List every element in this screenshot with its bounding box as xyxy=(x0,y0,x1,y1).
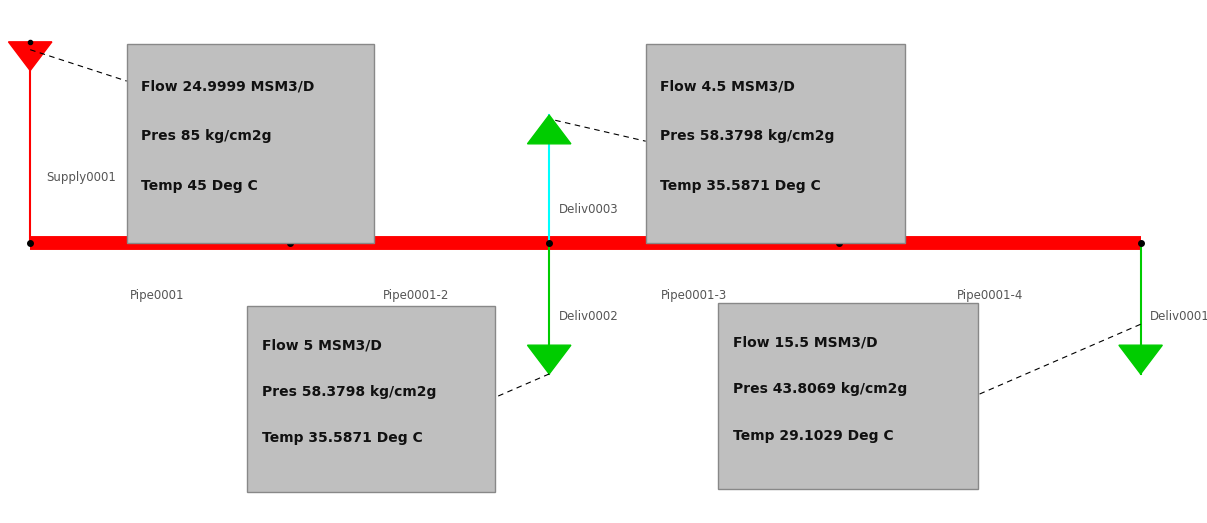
Polygon shape xyxy=(527,345,571,374)
Text: Flow 24.9999 MSM3/D: Flow 24.9999 MSM3/D xyxy=(141,79,315,94)
Text: Temp 29.1029 Deg C: Temp 29.1029 Deg C xyxy=(733,429,893,442)
FancyBboxPatch shape xyxy=(127,44,374,243)
Polygon shape xyxy=(527,115,571,144)
Text: Temp 45 Deg C: Temp 45 Deg C xyxy=(141,179,258,193)
Text: Flow 4.5 MSM3/D: Flow 4.5 MSM3/D xyxy=(660,79,795,94)
Text: Deliv0001: Deliv0001 xyxy=(1150,310,1207,323)
FancyBboxPatch shape xyxy=(718,303,978,489)
Polygon shape xyxy=(8,42,52,71)
Text: Pres 85 kg/cm2g: Pres 85 kg/cm2g xyxy=(141,129,272,143)
Text: Temp 35.5871 Deg C: Temp 35.5871 Deg C xyxy=(660,179,821,193)
Text: Flow 5 MSM3/D: Flow 5 MSM3/D xyxy=(262,338,381,353)
Text: Pipe0001-4: Pipe0001-4 xyxy=(957,289,1022,302)
Text: Pipe0001: Pipe0001 xyxy=(129,289,185,302)
Text: Temp 35.5871 Deg C: Temp 35.5871 Deg C xyxy=(262,431,422,445)
Text: Deliv0003: Deliv0003 xyxy=(559,203,618,215)
Text: Pipe0001-3: Pipe0001-3 xyxy=(661,289,727,302)
FancyBboxPatch shape xyxy=(247,306,495,492)
Text: Flow 15.5 MSM3/D: Flow 15.5 MSM3/D xyxy=(733,336,877,350)
Text: Pres 58.3798 kg/cm2g: Pres 58.3798 kg/cm2g xyxy=(262,385,436,399)
Polygon shape xyxy=(1119,345,1162,374)
Text: Pres 58.3798 kg/cm2g: Pres 58.3798 kg/cm2g xyxy=(660,129,834,143)
Text: Pipe0001-2: Pipe0001-2 xyxy=(384,289,449,302)
Text: Supply0001: Supply0001 xyxy=(46,172,116,184)
Text: Deliv0002: Deliv0002 xyxy=(559,310,619,323)
Text: Pres 43.8069 kg/cm2g: Pres 43.8069 kg/cm2g xyxy=(733,382,906,396)
FancyBboxPatch shape xyxy=(646,44,905,243)
